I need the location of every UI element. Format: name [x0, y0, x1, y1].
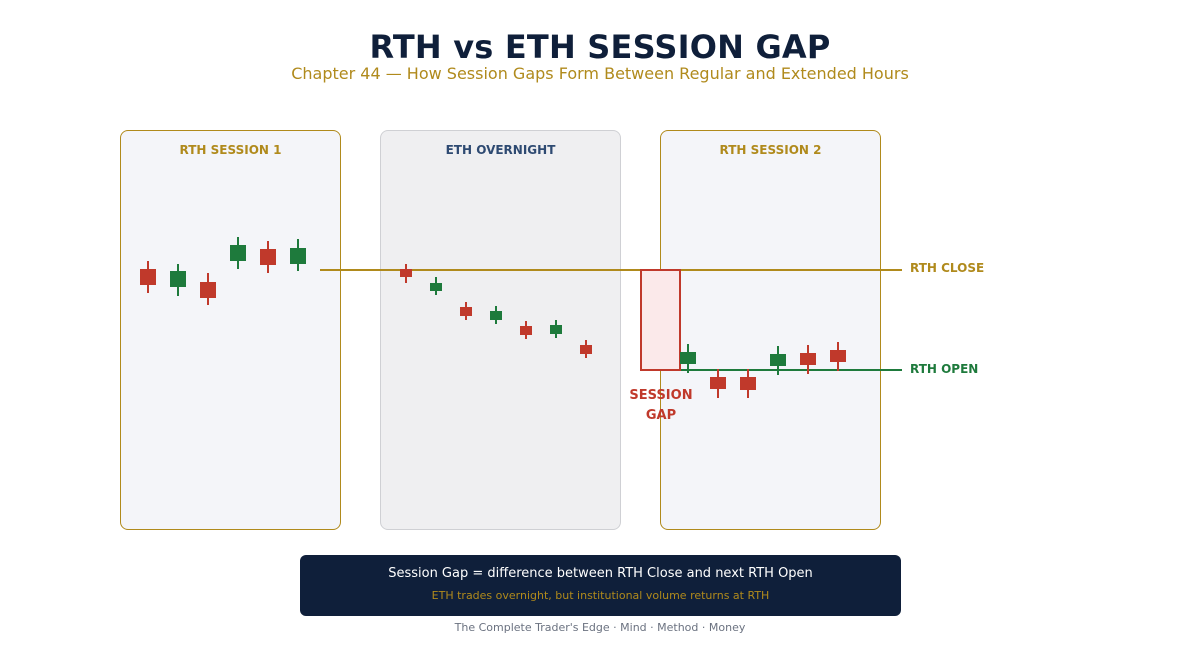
candle-body [800, 353, 816, 365]
candle-body [290, 248, 306, 264]
bull-candle [680, 344, 696, 373]
candle-body [260, 249, 276, 265]
panel-rth-session-2: RTH SESSION 2 [660, 130, 881, 530]
info-box-sub-text: ETH trades overnight, but institutional … [431, 589, 770, 602]
bear-candle [400, 264, 412, 283]
bear-candle [830, 342, 846, 371]
candle-body [710, 377, 726, 389]
bear-candle [140, 261, 156, 293]
candle-body [400, 269, 412, 277]
bull-candle [490, 306, 502, 324]
candle-body [200, 282, 216, 298]
bull-candle [230, 237, 246, 269]
bull-candle [290, 239, 306, 271]
candle-body [230, 245, 246, 261]
info-box-main-text: Session Gap = difference between RTH Clo… [388, 566, 813, 581]
candles [140, 237, 846, 398]
level-lines [320, 269, 902, 371]
bear-candle [460, 302, 472, 320]
bear-candle [200, 273, 216, 305]
bear-candle [740, 369, 756, 398]
rth-close-label: RTH CLOSE [910, 261, 985, 275]
bull-candle [550, 320, 562, 338]
candle-body [580, 345, 592, 354]
candle-body [680, 352, 696, 364]
panel-label-rth-session-1: RTH SESSION 1 [179, 143, 282, 157]
session-gap-label-line-2: GAP [645, 408, 677, 423]
info-box: Session Gap = difference between RTH Clo… [300, 555, 901, 616]
bear-candle [710, 369, 726, 398]
bear-candle [800, 345, 816, 374]
panel-label-eth-overnight: ETH OVERNIGHT [445, 143, 556, 157]
session-gap-label-line-1: SESSION [629, 388, 693, 403]
rth-open-label: RTH OPEN [910, 362, 979, 376]
bull-candle [170, 264, 186, 296]
footer: The Complete Trader's Edge · Mind · Meth… [454, 621, 746, 634]
session-gap-label: SESSION GAP [620, 386, 702, 426]
panel-eth-overnight: ETH OVERNIGHT [380, 130, 621, 530]
candle-body [520, 326, 532, 335]
bear-candle [520, 321, 532, 339]
bear-candle [260, 241, 276, 273]
candle-body [830, 350, 846, 362]
candle-body [490, 311, 502, 320]
candle-body [430, 283, 442, 291]
session-gap-box [640, 269, 681, 371]
page-title: RTH vs ETH SESSION GAP [369, 28, 831, 66]
candle-body [550, 325, 562, 334]
panel-label-rth-session-2: RTH SESSION 2 [719, 143, 822, 157]
candle-body [170, 271, 186, 287]
panel-rth-session-1: RTH SESSION 1 [120, 130, 341, 530]
page-subtitle: Chapter 44 — How Session Gaps Form Betwe… [291, 64, 909, 83]
bull-candle [770, 346, 786, 375]
bear-candle [580, 340, 592, 358]
bull-candle [430, 277, 442, 295]
candle-body [140, 269, 156, 285]
candle-body [770, 354, 786, 366]
candle-body [740, 377, 756, 390]
candle-body [460, 307, 472, 316]
